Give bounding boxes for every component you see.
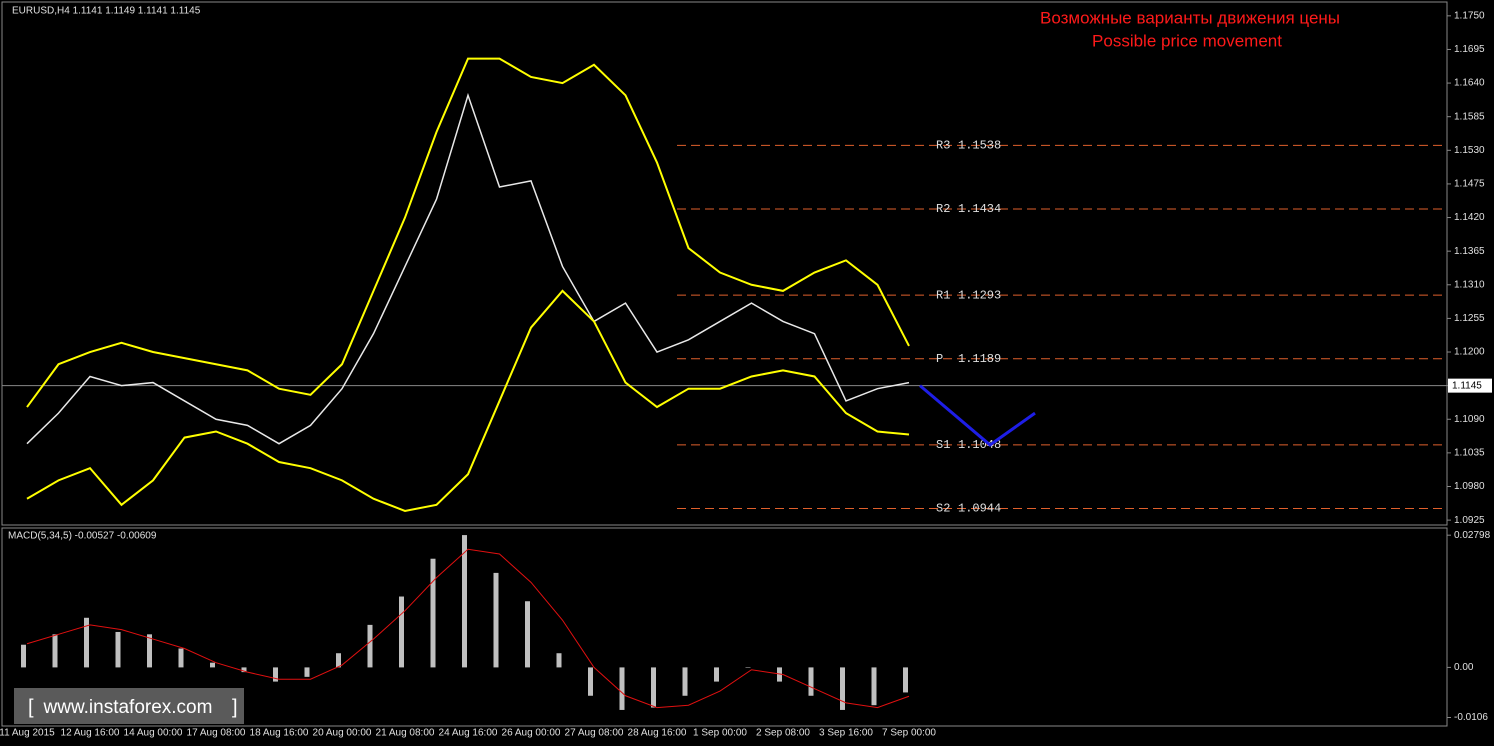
pivot-value: 1.1189 (958, 352, 1001, 366)
y-tick-label: 1.1420 (1454, 212, 1485, 223)
macd-bar (21, 644, 26, 668)
annotation: Possible price movement (1092, 31, 1282, 50)
macd-header: MACD(5,34,5) -0.00527 -0.00609 (8, 531, 157, 542)
macd-bar (493, 572, 499, 668)
macd-bar (682, 667, 688, 696)
pivot-name: R2 (936, 202, 950, 216)
macd-bar (430, 558, 436, 668)
macd-panel (1, 527, 1448, 727)
macd-bar (840, 667, 845, 710)
projection (919, 384, 1036, 447)
price-line (26, 57, 910, 408)
macd-bar (651, 667, 656, 708)
x-tick-label: 3 Sep 16:00 (819, 728, 873, 739)
pivot-value: 1.0944 (958, 502, 1001, 516)
y-tick-label: 1.1090 (1454, 414, 1485, 425)
macd-bar (273, 667, 278, 682)
price-header: EURUSD,H4 1.1141 1.1149 1.1141 1.1145 (12, 6, 201, 17)
y-tick-label: 1.1695 (1454, 44, 1485, 55)
watermark-box (14, 688, 244, 724)
macd-bar (619, 667, 625, 710)
pivot-name: S2 (936, 502, 950, 516)
y-tick-label: 1.1585 (1454, 111, 1485, 122)
y-tick-label: 1.1035 (1454, 448, 1485, 459)
macd-bar (808, 667, 814, 696)
macd-bar (178, 648, 184, 668)
x-tick-label: 1 Sep 00:00 (693, 728, 747, 739)
macd-bar (367, 624, 373, 668)
macd-bar (52, 634, 58, 668)
macd-bar (714, 667, 719, 682)
macd-bar (399, 596, 404, 668)
macd-bar (115, 631, 121, 668)
pivot-value: 1.1538 (958, 139, 1001, 153)
macd-bar (304, 667, 310, 677)
macd-bar (84, 617, 89, 668)
signal-line (26, 548, 910, 709)
x-tick-label: 27 Aug 08:00 (565, 728, 624, 739)
x-tick-label: 14 Aug 00:00 (124, 728, 183, 739)
watermark: www.instaforex.com (43, 697, 213, 718)
y-tick-label: 1.1640 (1454, 78, 1485, 89)
macd-bar (871, 667, 877, 706)
macd-bar (525, 601, 530, 668)
current-price-box (1448, 378, 1492, 393)
annotation: Возможные варианты движения цены (1040, 8, 1340, 27)
macd-bar (210, 662, 215, 668)
watermark-bracket: [ (28, 696, 34, 718)
y-tick-label: 1.1200 (1454, 347, 1485, 358)
y-tick-label: 1.1310 (1454, 279, 1485, 290)
macd-bar (588, 667, 593, 696)
y-tick-label: 1.0980 (1454, 481, 1485, 492)
y-tick-label: 1.1365 (1454, 246, 1485, 257)
price-panel (1, 1, 1448, 526)
x-tick-label: 11 Aug 2015 (0, 728, 55, 739)
y-tick-label: 1.1475 (1454, 179, 1485, 190)
pivot-value: 1.1434 (958, 202, 1001, 216)
y-tick-label: -0.0106 (1454, 712, 1488, 723)
macd-bar (745, 667, 751, 668)
y-tick-label: 0.00 (1454, 662, 1474, 673)
price-line (26, 289, 910, 512)
x-tick-label: 26 Aug 00:00 (502, 728, 561, 739)
macd-bar (903, 667, 908, 693)
macd-bar (462, 535, 467, 668)
x-tick-label: 2 Sep 08:00 (756, 728, 810, 739)
y-tick-label: 1.1255 (1454, 313, 1485, 324)
watermark-bracket: ] (232, 696, 238, 718)
pivot-name: R3 (936, 139, 950, 153)
y-tick-label: 1.1530 (1454, 145, 1485, 156)
x-tick-label: 24 Aug 16:00 (439, 728, 498, 739)
x-tick-label: 18 Aug 16:00 (250, 728, 309, 739)
current-price-label: 1.1145 (1452, 380, 1482, 391)
x-tick-label: 20 Aug 00:00 (313, 728, 372, 739)
macd-bar (556, 653, 562, 668)
x-tick-label: 17 Aug 08:00 (187, 728, 246, 739)
macd-bar (336, 653, 341, 668)
y-tick-label: 1.0925 (1454, 515, 1485, 526)
pivot-value: 1.1293 (958, 288, 1001, 302)
x-tick-label: 12 Aug 16:00 (61, 728, 120, 739)
price-line (26, 92, 910, 445)
y-tick-label: 1.1750 (1454, 10, 1485, 21)
pivot-name: P (936, 352, 943, 366)
y-tick-label: 0.02798 (1454, 530, 1491, 541)
macd-bar (147, 634, 152, 668)
macd-bar (777, 667, 782, 682)
pivot-name: S1 (936, 438, 950, 452)
macd-bar (241, 667, 247, 673)
pivot-name: R1 (936, 288, 950, 302)
pivot-value: 1.1048 (958, 438, 1001, 452)
x-tick-label: 21 Aug 08:00 (376, 728, 435, 739)
x-tick-label: 28 Aug 16:00 (628, 728, 687, 739)
x-tick-label: 7 Sep 00:00 (882, 728, 936, 739)
